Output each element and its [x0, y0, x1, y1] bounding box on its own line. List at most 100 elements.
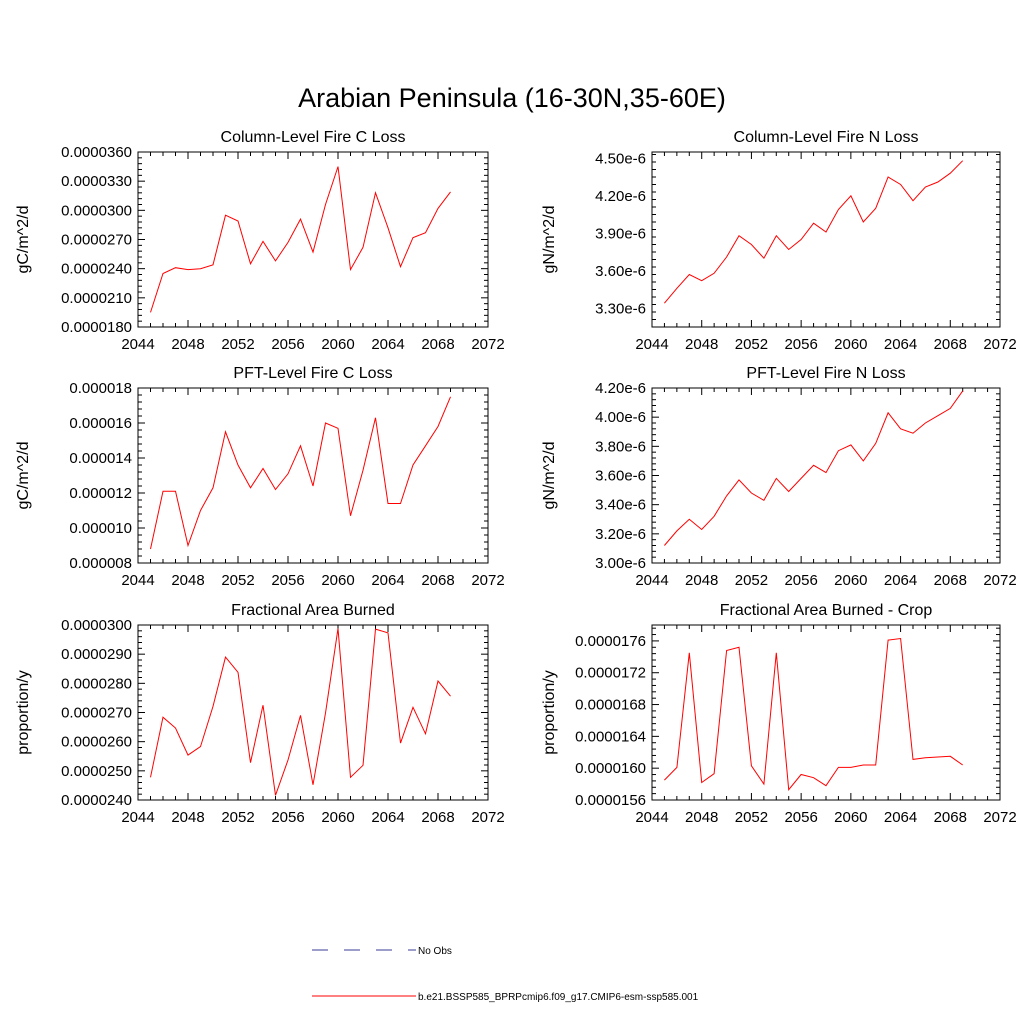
y-tick-label: 0.0000260	[61, 734, 132, 751]
x-tick-label: 2052	[735, 572, 768, 589]
y-tick-label: 0.0000330	[61, 173, 132, 190]
panel-title: Fractional Area Burned	[231, 602, 395, 619]
panel-3: PFT-Level Fire C Loss 2044 2048 2052 2056 206…	[15, 365, 505, 589]
x-tick-label: 2072	[471, 809, 504, 826]
y-tick-label: 0.0000160	[575, 760, 646, 777]
y-tick-label: 3.20e-6	[595, 526, 646, 543]
x-tick-label: 2056	[784, 572, 817, 589]
y-tick-label: 0.0000270	[61, 232, 132, 249]
y-tick-label: 3.80e-6	[595, 438, 646, 455]
y-tick-label: 3.90e-6	[595, 225, 646, 242]
y-tick-label: 4.50e-6	[595, 150, 646, 167]
panel-6: Fractional Area Burned - Crop 2044 2048 205…	[541, 602, 1017, 826]
plot-frame	[651, 151, 1001, 328]
x-tick-label: 2060	[321, 572, 354, 589]
y-axis-label: gC/m^2/d	[15, 206, 32, 274]
x-tick-label: 2044	[635, 336, 668, 353]
series-line	[664, 637, 963, 791]
y-tick-label: 0.000014	[69, 450, 132, 467]
x-tick-label: 2044	[635, 809, 668, 826]
x-tick-label: 2048	[171, 572, 204, 589]
x-tick-label: 2064	[371, 809, 404, 826]
plot-frame	[651, 387, 1001, 564]
panel-1: Column-Level Fire C Loss 2044 2048 2052 2056…	[15, 129, 505, 353]
y-tick-label: 0.000008	[69, 555, 132, 572]
x-tick-label: 2072	[983, 336, 1016, 353]
plot-frame	[651, 624, 1001, 801]
y-tick-label: 3.00e-6	[595, 555, 646, 572]
panel-title: Fractional Area Burned - Crop	[720, 602, 933, 619]
x-tick-label: 2064	[371, 336, 404, 353]
panel-title: Column-Level Fire C Loss	[221, 129, 406, 146]
panels: Column-Level Fire C Loss 2044 2048 2052 2056…	[15, 129, 1017, 826]
series-line	[150, 628, 451, 796]
x-tick-label: 2060	[834, 572, 867, 589]
x-tick-label: 2072	[983, 809, 1016, 826]
plot-frame	[137, 387, 489, 564]
x-tick-label: 2052	[735, 809, 768, 826]
x-tick-label: 2052	[221, 572, 254, 589]
plot-frame	[137, 624, 489, 801]
y-axis-label: proportion/y	[541, 670, 558, 755]
y-tick-label: 4.20e-6	[595, 380, 646, 397]
y-tick-label: 0.0000180	[61, 319, 132, 336]
x-tick-label: 2068	[934, 336, 967, 353]
x-tick-label: 2052	[221, 336, 254, 353]
x-tick-label: 2052	[221, 809, 254, 826]
y-tick-label: 0.0000168	[575, 697, 646, 714]
x-tick-label: 2048	[171, 336, 204, 353]
x-tick-label: 2072	[471, 336, 504, 353]
legend: No Obs b.e21.BSSP585_BPRPcmip6.f09_g17.CM…	[312, 946, 699, 1003]
y-tick-label: 0.0000290	[61, 646, 132, 663]
x-tick-label: 2068	[421, 809, 454, 826]
x-tick-label: 2072	[983, 572, 1016, 589]
x-tick-label: 2056	[271, 809, 304, 826]
panel-title: PFT-Level Fire N Loss	[746, 365, 905, 382]
series-line	[150, 396, 451, 550]
x-tick-label: 2060	[321, 809, 354, 826]
plot-frame	[137, 151, 489, 328]
x-tick-label: 2056	[271, 572, 304, 589]
x-tick-label: 2064	[884, 336, 917, 353]
x-tick-label: 2068	[421, 572, 454, 589]
y-tick-label: 0.0000360	[61, 144, 132, 161]
x-tick-label: 2068	[934, 809, 967, 826]
x-tick-label: 2064	[884, 809, 917, 826]
x-tick-label: 2044	[121, 572, 154, 589]
x-tick-label: 2048	[685, 572, 718, 589]
y-tick-label: 3.30e-6	[595, 300, 646, 317]
y-tick-label: 4.20e-6	[595, 188, 646, 205]
x-tick-label: 2056	[784, 809, 817, 826]
panel-title: PFT-Level Fire C Loss	[233, 365, 392, 382]
y-tick-label: 0.0000240	[61, 792, 132, 809]
x-tick-label: 2060	[834, 809, 867, 826]
legend-label: b.e21.BSSP585_BPRPcmip6.f09_g17.CMIP6-es…	[418, 992, 699, 1003]
x-tick-label: 2072	[471, 572, 504, 589]
figure-title: Arabian Peninsula (16-30N,35-60E)	[298, 83, 726, 113]
y-tick-label: 0.0000240	[61, 261, 132, 278]
series-line	[664, 390, 964, 546]
y-tick-label: 0.000012	[69, 485, 132, 502]
x-tick-label: 2068	[934, 572, 967, 589]
y-axis-label: proportion/y	[15, 670, 32, 755]
y-tick-label: 3.60e-6	[595, 468, 646, 485]
x-tick-label: 2060	[321, 336, 354, 353]
panel-2: Column-Level Fire N Loss 2044 2048 2052 2056…	[541, 129, 1017, 353]
x-tick-label: 2060	[834, 336, 867, 353]
y-tick-label: 0.0000156	[575, 792, 646, 809]
y-tick-label: 4.00e-6	[595, 409, 646, 426]
panel-4: PFT-Level Fire N Loss 2044 2048 2052 2056 206…	[541, 365, 1017, 589]
x-tick-label: 2068	[421, 336, 454, 353]
y-tick-label: 0.0000172	[575, 665, 646, 682]
y-tick-label: 0.000010	[69, 520, 132, 537]
x-tick-label: 2048	[171, 809, 204, 826]
panel-5: Fractional Area Burned 2044 2048 2052 2056 20…	[15, 602, 505, 826]
y-axis-label: gC/m^2/d	[15, 442, 32, 510]
y-tick-label: 0.0000280	[61, 675, 132, 692]
x-tick-label: 2044	[121, 809, 154, 826]
y-tick-label: 0.0000176	[575, 633, 646, 650]
y-tick-label: 0.0000300	[61, 617, 132, 634]
x-tick-label: 2056	[271, 336, 304, 353]
x-tick-label: 2064	[884, 572, 917, 589]
